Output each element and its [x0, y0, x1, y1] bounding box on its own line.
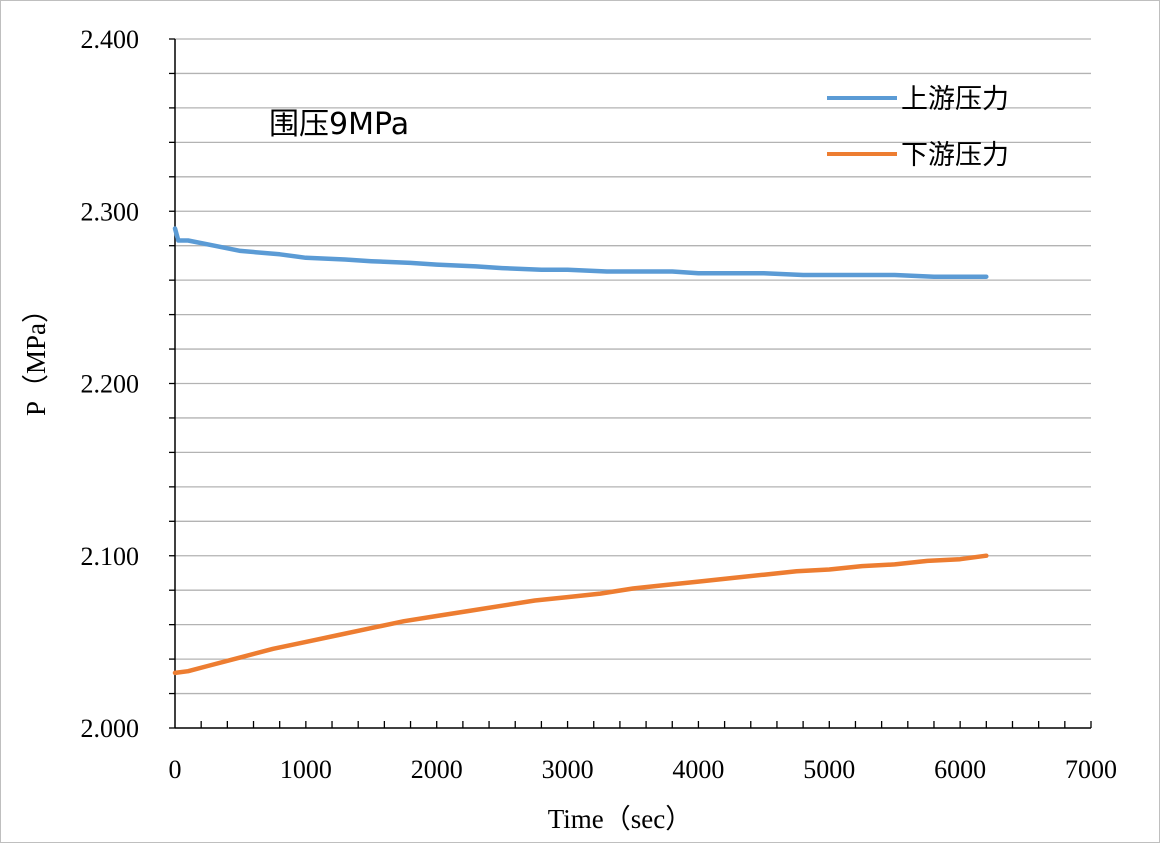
y-tick-label: 2.100	[81, 542, 140, 571]
x-tick-label: 7000	[1065, 755, 1117, 784]
y-axis-title: P（MPa）	[21, 296, 51, 416]
series-line-upstream	[172, 226, 989, 279]
chart-annotation: 围压9MPa	[269, 107, 409, 142]
x-tick-label: 2000	[411, 755, 463, 784]
x-tick-label: 5000	[803, 755, 855, 784]
x-tick-label: 6000	[934, 755, 986, 784]
y-tick-label: 2.300	[81, 197, 140, 226]
x-tick-label: 1000	[280, 755, 332, 784]
y-tick-label: 2.400	[81, 25, 140, 54]
tick-labels: 2.000 2.100 2.200 2.300 2.400 0 1000 2000 3000 40…	[81, 25, 1118, 784]
axes	[169, 38, 1092, 729]
series-lines	[172, 226, 989, 676]
legend-label-downstream: 下游压力	[901, 140, 1009, 171]
series-line-downstream	[172, 553, 989, 676]
legend: 上游压力 下游压力	[827, 84, 1009, 171]
x-tick-label: 3000	[542, 755, 594, 784]
y-tick-label: 2.200	[81, 370, 140, 399]
legend-label-upstream: 上游压力	[901, 84, 1009, 115]
x-tick-label: 0	[169, 755, 182, 784]
gridlines	[175, 38, 1091, 695]
x-tick-label: 4000	[672, 755, 724, 784]
y-tick-label: 2.000	[81, 714, 140, 743]
x-axis-title: Time（sec）	[548, 804, 693, 834]
